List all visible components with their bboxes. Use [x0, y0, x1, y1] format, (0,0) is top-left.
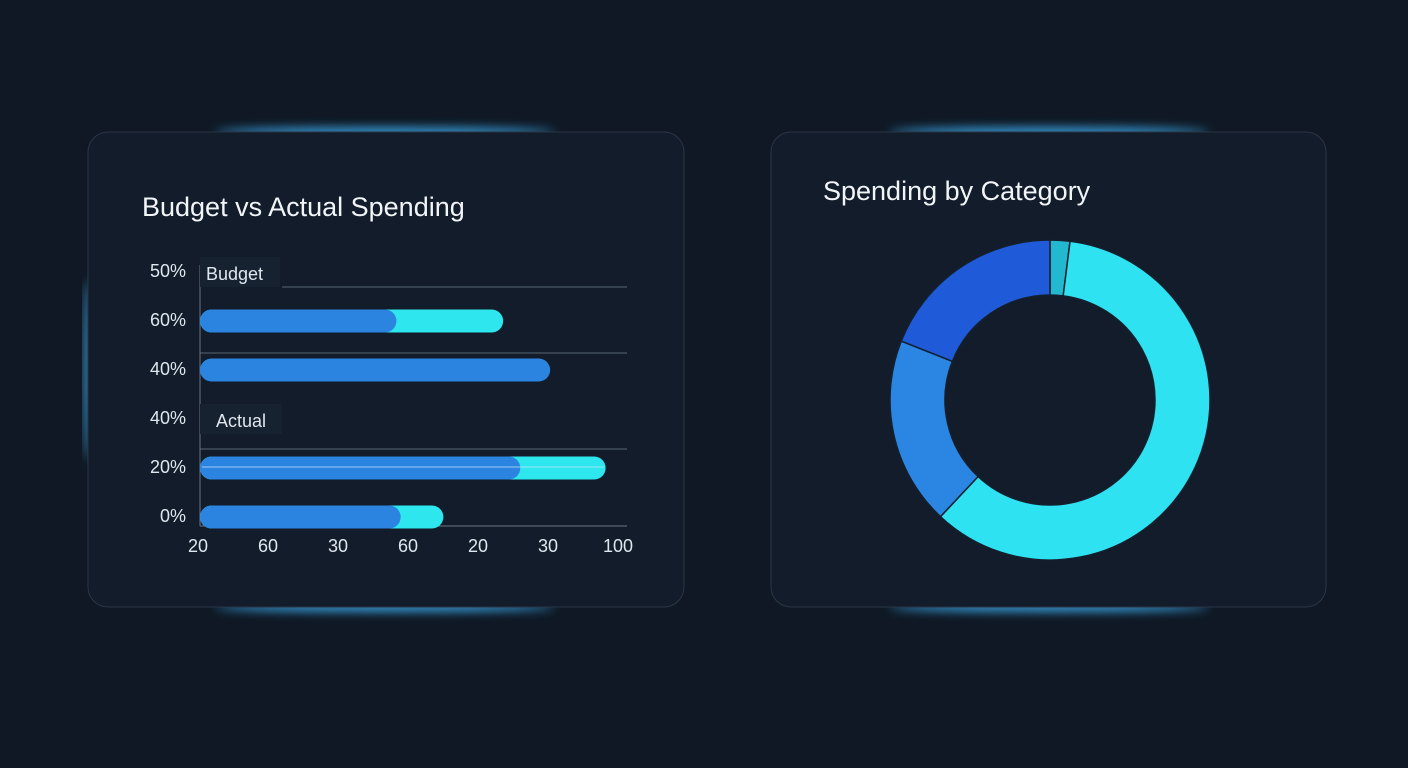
- right-panel: [770, 131, 1327, 608]
- separators: [200, 286, 627, 450]
- label-bg: [200, 404, 282, 434]
- donut-slice: [900, 239, 1051, 363]
- x-tick-label: 60: [258, 536, 278, 556]
- bar: [200, 505, 401, 529]
- chart-title: Budget vs Actual Spending: [142, 192, 465, 222]
- label-bg: [200, 257, 280, 287]
- y-tick-label: 0%: [160, 506, 186, 526]
- y-tick-label: 40%: [150, 359, 186, 379]
- x-tick-label: 20: [468, 536, 488, 556]
- donut-slice: [939, 240, 1211, 561]
- annotation: Actual: [216, 411, 266, 431]
- bar: [200, 358, 551, 382]
- x-tick-label: 100: [603, 536, 633, 556]
- bar: [200, 309, 397, 333]
- y-tick-label: 60%: [150, 310, 186, 330]
- annotation: Budget: [206, 264, 263, 284]
- chart-title: Spending by Category: [823, 176, 1091, 206]
- bar: [200, 456, 521, 480]
- x-tick-label: 20: [188, 536, 208, 556]
- x-tick-label: 60: [398, 536, 418, 556]
- y-tick-label: 40%: [150, 408, 186, 428]
- x-tick-label: 30: [328, 536, 348, 556]
- y-tick-label: 50%: [150, 261, 186, 281]
- y-tick-label: 20%: [150, 457, 186, 477]
- x-tick-label: 30: [538, 536, 558, 556]
